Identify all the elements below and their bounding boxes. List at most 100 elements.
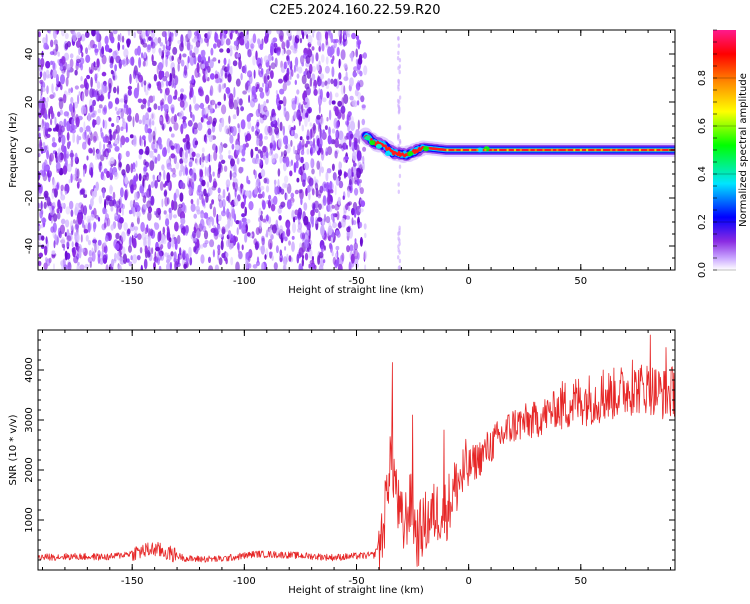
heatmap-cell (70, 149, 74, 160)
heatmap-cell (158, 265, 162, 270)
heatmap-cell (40, 86, 43, 96)
heatmap-cell (218, 199, 223, 209)
heatmap-cell (189, 90, 193, 98)
heatmap-cell (174, 114, 177, 123)
heatmap-cell (319, 165, 321, 177)
heatmap-cell (346, 245, 351, 253)
heatmap-cell (53, 263, 55, 270)
heatmap-cell (177, 252, 183, 260)
heatmap-cell (356, 100, 360, 106)
heatmap-cell (109, 157, 115, 165)
heatmap-cell (331, 204, 335, 209)
heatmap-cell (334, 106, 339, 117)
heatmap-cell (189, 82, 194, 94)
heatmap-cell (181, 249, 186, 260)
heatmap-cell (119, 32, 122, 43)
heatmap-cell (326, 204, 331, 212)
heatmap-cell (275, 96, 281, 107)
heatmap-cell (354, 89, 359, 97)
heatmap-cell (321, 147, 324, 155)
heatmap-cell (192, 230, 196, 239)
heatmap-cell (194, 158, 198, 164)
heatmap-cell (205, 136, 208, 144)
heatmap-cell (341, 97, 345, 107)
heatmap-cell (364, 232, 367, 239)
heatmap-cell (316, 63, 319, 71)
heatmap-cell (194, 67, 200, 78)
heatmap-cell (218, 233, 224, 238)
heatmap-cell (96, 81, 101, 90)
heatmap-cell (189, 104, 192, 113)
heatmap-cell (130, 255, 133, 261)
heatmap-cell (326, 116, 329, 122)
heatmap-cell (94, 48, 99, 56)
heatmap-cell (104, 35, 109, 45)
heatmap-cell (188, 161, 193, 168)
heatmap-cell (185, 134, 190, 140)
heatmap-cell (229, 45, 233, 50)
heatmap-cell (109, 184, 113, 195)
heatmap-cell (360, 238, 364, 244)
heatmap-cell (268, 30, 272, 35)
heatmap-cell (259, 214, 263, 222)
heatmap-cell (265, 151, 269, 159)
heatmap-cell (96, 58, 100, 68)
heatmap-cell (353, 162, 357, 167)
heatmap-cell (251, 231, 255, 239)
heatmap-cell (282, 182, 287, 189)
heatmap-cell (92, 239, 97, 244)
heatmap-cell (51, 216, 54, 224)
signal-dot (579, 148, 583, 152)
heatmap-cell (267, 53, 272, 62)
heatmap-cell (85, 222, 88, 231)
colorbar-tick-label: 0.4 (697, 166, 708, 182)
heatmap-cell (306, 140, 310, 145)
signal-dot (476, 148, 479, 152)
heatmap-cell (136, 216, 140, 225)
heatmap-cell (52, 48, 58, 56)
heatmap-cell (40, 200, 43, 211)
heatmap-cell (50, 60, 54, 65)
heatmap-cell (191, 74, 195, 84)
heatmap-cell (230, 234, 234, 241)
heatmap-cell (291, 235, 295, 240)
heatmap-cell (132, 207, 136, 217)
heatmap-cell (157, 81, 162, 91)
heatmap-cell (210, 99, 216, 106)
heatmap-cell (105, 195, 111, 201)
heatmap-cell (330, 58, 334, 65)
heatmap-cell (191, 172, 197, 182)
heatmap-cell (263, 135, 269, 140)
spectrogram-panel: -150 -100 -50 0 50 -40 -20 0 20 40 Height of stra… (8, 29, 676, 296)
spectrogram-ytick: 20 (24, 96, 35, 109)
heatmap-cell (70, 220, 74, 232)
heatmap-cell (56, 211, 61, 220)
heatmap-cell (150, 112, 156, 121)
heatmap-cell (72, 132, 76, 143)
heatmap-cell (330, 214, 334, 220)
heatmap-cell (85, 125, 91, 132)
heatmap-cell (253, 69, 256, 79)
heatmap-cell (148, 132, 153, 143)
heatmap-cell (162, 44, 166, 52)
heatmap-cell (102, 136, 107, 143)
heatmap-cell (220, 68, 224, 77)
heatmap-cell (206, 38, 209, 47)
heatmap-cell (307, 175, 312, 184)
heatmap-cell (254, 242, 259, 251)
heatmap-cell (133, 135, 137, 145)
signal-dot (496, 148, 500, 152)
heatmap-cell (66, 235, 72, 242)
heatmap-cell (223, 206, 226, 214)
heatmap-cell (305, 97, 309, 103)
heatmap-cell (398, 265, 401, 270)
heatmap-cell (164, 189, 168, 197)
heatmap-cell (147, 107, 152, 113)
heatmap-cell (203, 188, 207, 197)
heatmap-cell (65, 158, 68, 169)
heatmap-cell (214, 32, 219, 43)
heatmap-cell (79, 57, 85, 65)
heatmap-cell (290, 139, 293, 147)
heatmap-cell (301, 62, 305, 67)
heatmap-cell (205, 193, 209, 203)
